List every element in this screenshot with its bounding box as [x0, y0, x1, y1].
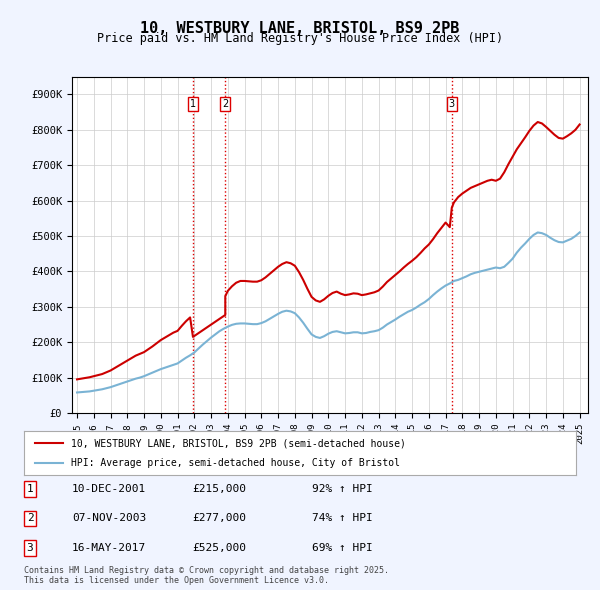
Text: 2: 2 — [26, 513, 34, 523]
Text: HPI: Average price, semi-detached house, City of Bristol: HPI: Average price, semi-detached house,… — [71, 458, 400, 467]
Text: 1: 1 — [190, 99, 196, 109]
Text: Price paid vs. HM Land Registry's House Price Index (HPI): Price paid vs. HM Land Registry's House … — [97, 32, 503, 45]
Text: 2: 2 — [222, 99, 229, 109]
Text: £215,000: £215,000 — [192, 484, 246, 494]
Text: 74% ↑ HPI: 74% ↑ HPI — [312, 513, 373, 523]
Text: £277,000: £277,000 — [192, 513, 246, 523]
Text: 1: 1 — [26, 484, 34, 494]
Text: 69% ↑ HPI: 69% ↑ HPI — [312, 543, 373, 553]
Text: 3: 3 — [26, 543, 34, 553]
Text: 07-NOV-2003: 07-NOV-2003 — [72, 513, 146, 523]
Text: Contains HM Land Registry data © Crown copyright and database right 2025.
This d: Contains HM Land Registry data © Crown c… — [24, 566, 389, 585]
Text: 3: 3 — [449, 99, 455, 109]
Text: 10-DEC-2001: 10-DEC-2001 — [72, 484, 146, 494]
Text: 16-MAY-2017: 16-MAY-2017 — [72, 543, 146, 553]
Text: 10, WESTBURY LANE, BRISTOL, BS9 2PB: 10, WESTBURY LANE, BRISTOL, BS9 2PB — [140, 21, 460, 35]
Text: 92% ↑ HPI: 92% ↑ HPI — [312, 484, 373, 494]
Text: 10, WESTBURY LANE, BRISTOL, BS9 2PB (semi-detached house): 10, WESTBURY LANE, BRISTOL, BS9 2PB (sem… — [71, 438, 406, 448]
Text: £525,000: £525,000 — [192, 543, 246, 553]
